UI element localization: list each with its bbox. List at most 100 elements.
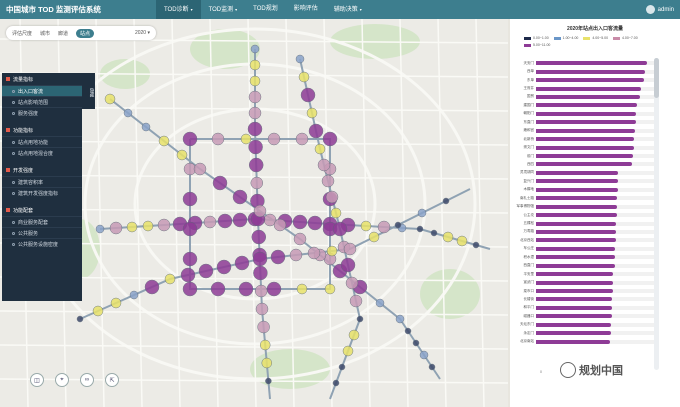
scale-option-corridor[interactable]: 廊道 — [58, 30, 69, 37]
bar[interactable] — [536, 162, 632, 167]
bar-track — [536, 196, 656, 201]
chart-scrollbar[interactable] — [654, 58, 659, 370]
legend-label: 0.00~1.00 — [533, 36, 549, 40]
bar[interactable] — [536, 229, 616, 234]
road — [0, 310, 508, 316]
bar[interactable] — [536, 179, 618, 184]
category-label: 雍和宫 — [523, 128, 535, 133]
bar[interactable] — [536, 221, 616, 226]
bar[interactable] — [536, 305, 613, 310]
bar[interactable] — [536, 314, 613, 319]
bar[interactable] — [536, 297, 613, 302]
sidebar-item[interactable]: 站点用地功能 — [2, 136, 82, 147]
bar[interactable] — [536, 204, 617, 209]
sidebar-section-2[interactable]: 开发强度 — [2, 164, 82, 176]
bar[interactable] — [536, 170, 618, 175]
bar[interactable] — [536, 246, 615, 251]
layers-icon[interactable]: ◫ — [30, 373, 44, 387]
bar[interactable] — [536, 111, 637, 116]
map-tools: ◫ ⌖ ∞ ⇱ — [30, 373, 119, 387]
bar[interactable] — [536, 339, 611, 344]
user-menu[interactable]: admin — [645, 5, 680, 14]
bar[interactable] — [536, 187, 618, 192]
legend-entry[interactable]: 4.00~5.00 — [583, 36, 608, 40]
category-label: 积水潭 — [523, 254, 535, 259]
bar[interactable] — [536, 322, 612, 327]
location-icon[interactable]: ⌖ — [55, 373, 69, 387]
station-marker — [325, 190, 339, 204]
nav-item-1[interactable]: TOD监测 ▾ — [201, 0, 246, 19]
scale-option-station[interactable]: 站点 — [76, 28, 95, 38]
bar[interactable] — [536, 213, 617, 218]
nav-item-4[interactable]: 辅助决策 ▾ — [326, 0, 370, 19]
section-marker-icon — [6, 168, 10, 172]
map-view[interactable] — [0, 19, 508, 407]
category-label: 天坛东门 — [520, 322, 534, 327]
station-marker — [417, 208, 427, 218]
station-marker — [217, 213, 233, 229]
sidebar-item[interactable]: 公共服务 — [2, 227, 82, 238]
nav-item-2[interactable]: TOD规划 — [245, 0, 286, 19]
bar-row: 建国门 — [510, 101, 660, 109]
bar[interactable] — [536, 120, 637, 125]
sidebar-item[interactable]: 出入口客流 — [2, 85, 82, 96]
bar[interactable] — [536, 94, 640, 99]
bar[interactable] — [536, 61, 648, 66]
scrollbar-thumb[interactable] — [654, 58, 659, 98]
sidebar-item[interactable]: 服务强度 — [2, 107, 82, 118]
legend-entry[interactable]: 5.00~11.00 — [524, 43, 550, 47]
bar[interactable] — [536, 86, 641, 91]
legend-entry[interactable]: 0.00~1.00 — [524, 36, 549, 40]
category-label: 北新桥 — [523, 136, 535, 141]
bar-row: 崇文门 — [510, 143, 660, 151]
sidebar-item[interactable]: 公共服务设施密度 — [2, 238, 82, 249]
sidebar-hide-tab[interactable]: 隐藏 — [82, 73, 95, 109]
bar[interactable] — [536, 78, 644, 83]
legend-entry[interactable]: 1.00~4.00 — [553, 36, 578, 40]
bar-row: 天坛东门 — [510, 321, 660, 329]
station-marker — [430, 229, 438, 237]
station-marker — [212, 175, 228, 191]
sidebar-section-0[interactable]: 流量指标 — [2, 73, 82, 85]
bar[interactable] — [536, 69, 646, 74]
bar[interactable] — [536, 255, 615, 260]
bar[interactable] — [536, 272, 614, 277]
sidebar-item[interactable]: 站点影响范围 — [2, 96, 82, 107]
bar[interactable] — [536, 280, 614, 285]
bar[interactable] — [536, 137, 635, 142]
sidebar-item[interactable]: 站点用地混合度 — [2, 147, 82, 158]
legend-entry[interactable]: 4.00~7.00 — [613, 36, 638, 40]
bar[interactable] — [536, 331, 612, 336]
sidebar-item[interactable]: 商业服务配套 — [2, 216, 82, 227]
sidebar-section-3[interactable]: 功能配套 — [2, 204, 82, 216]
sidebar-section-1[interactable]: 功能指标 — [2, 124, 82, 136]
nav-item-3[interactable]: 影响评估 — [286, 0, 326, 19]
station-marker — [295, 132, 309, 146]
sidebar-item-label: 公共服务设施密度 — [18, 241, 59, 248]
bar[interactable] — [536, 196, 617, 201]
bar-track — [536, 61, 656, 66]
bar[interactable] — [536, 154, 634, 159]
bar[interactable] — [536, 238, 616, 243]
category-label: 前门 — [527, 153, 534, 158]
metro-station-map[interactable] — [0, 19, 508, 407]
bar[interactable] — [536, 128, 636, 133]
bar[interactable] — [536, 103, 638, 108]
binoculars-icon[interactable]: ∞ — [80, 373, 94, 387]
sidebar-item[interactable]: 建筑容积率 — [2, 176, 82, 187]
scale-option-city[interactable]: 城市 — [40, 30, 51, 37]
nav-item-0[interactable]: TOD诊断 ▾ — [156, 0, 201, 19]
year-select[interactable]: 2020 ▾ — [135, 30, 150, 36]
station-marker — [296, 283, 308, 295]
export-icon[interactable]: ⇱ — [105, 373, 119, 387]
bar-row: 天安门 — [510, 59, 660, 67]
station-marker — [76, 315, 84, 323]
station-marker — [295, 54, 305, 64]
bar-row: 车公庄 — [510, 245, 660, 253]
bar-track — [536, 128, 656, 133]
bar[interactable] — [536, 145, 635, 150]
sidebar-item[interactable]: 建筑开发强度指标 — [2, 187, 82, 198]
station-marker — [360, 220, 372, 232]
bar[interactable] — [536, 263, 615, 268]
bar[interactable] — [536, 289, 614, 294]
